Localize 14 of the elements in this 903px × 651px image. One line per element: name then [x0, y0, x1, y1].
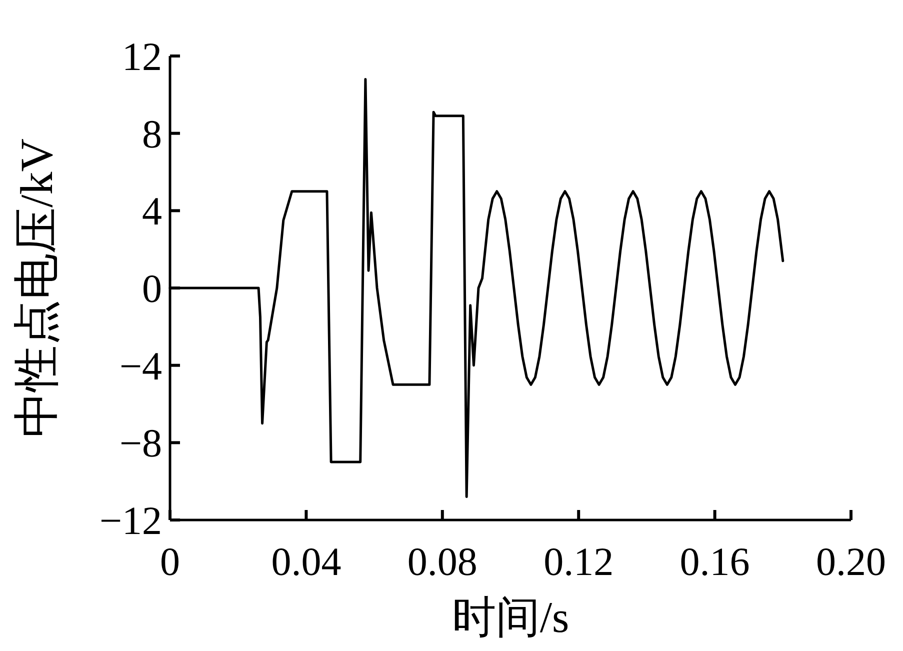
- y-tick-label: 12: [122, 34, 162, 79]
- x-tick-label: 0.04: [271, 539, 342, 584]
- x-tick-label: 0.16: [680, 539, 750, 584]
- x-axis-title: 时间/s: [452, 593, 570, 642]
- y-tick-label: 4: [142, 188, 162, 234]
- x-tick-label: 0.12: [544, 539, 614, 584]
- y-tick-label: −4: [119, 343, 162, 388]
- y-tick-label: 0: [142, 266, 162, 311]
- y-tick-label: −8: [119, 420, 162, 466]
- y-axis-title: 中性点电压/kV: [11, 138, 62, 438]
- x-tick-label: 0.08: [407, 539, 478, 584]
- y-tick-label: −12: [99, 498, 162, 543]
- y-tick-label: 8: [142, 111, 162, 156]
- x-tick-label: 0.20: [816, 539, 886, 584]
